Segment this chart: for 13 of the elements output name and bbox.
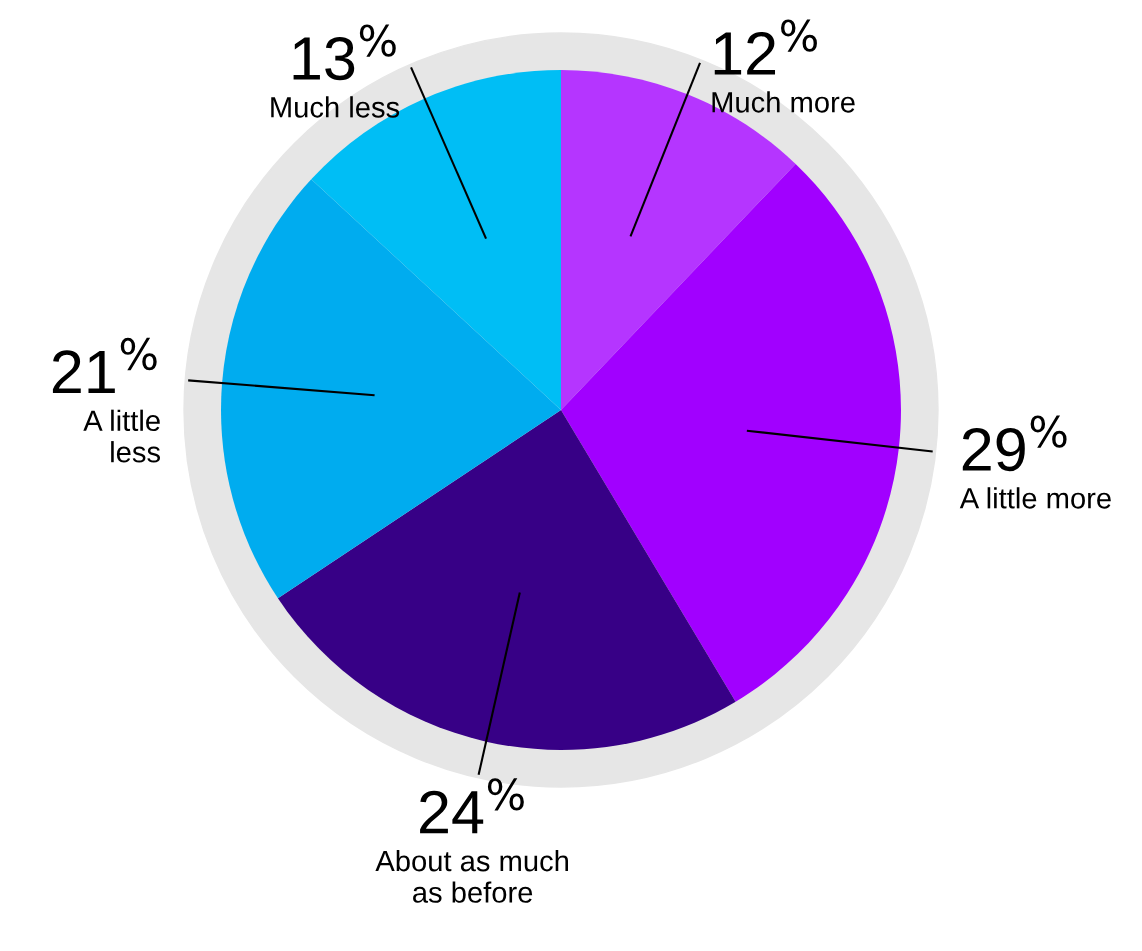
data-label: 13$^{%}$ [293, 24, 396, 81]
pie-slice [221, 179, 561, 599]
slice-label: About as much as before [375, 849, 568, 903]
data-label: 21$^{%}$ [52, 337, 157, 393]
slice-label: A little less [83, 409, 161, 463]
data-label: 12$^{%}$ [714, 19, 817, 75]
slice-label: A little more [959, 487, 1111, 509]
data-label: 24$^{%}$ [420, 778, 524, 834]
pie-slice [277, 410, 736, 750]
pie-slice [561, 163, 901, 702]
slice-label: Much more [712, 91, 855, 113]
data-label: 29$^{%}$ [962, 415, 1067, 472]
slice-label: Much less [271, 96, 400, 118]
